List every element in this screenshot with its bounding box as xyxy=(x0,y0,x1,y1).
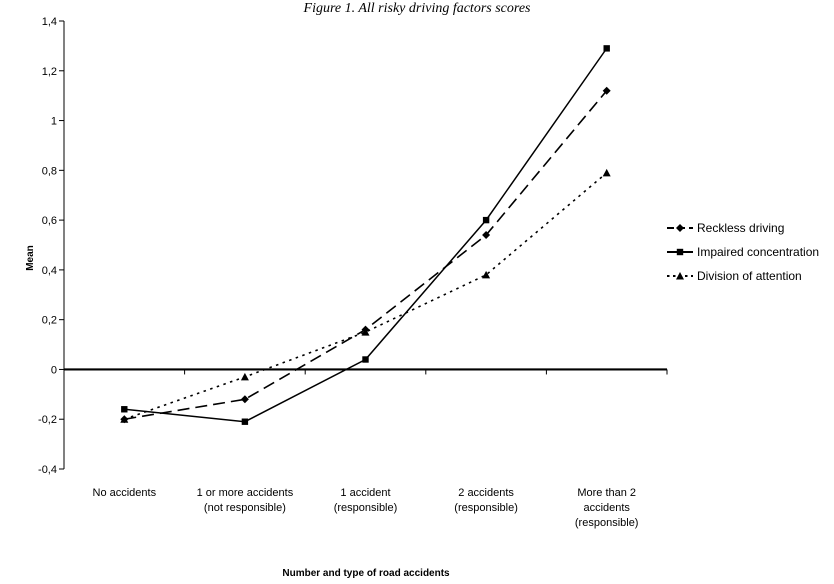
x-category-label: 2 accidents (responsible) xyxy=(454,487,518,514)
series-0 xyxy=(120,86,611,424)
data-point xyxy=(602,168,611,177)
legend-item: Reckless driving xyxy=(667,221,784,235)
axes: -0,4 -0,2 0 0,2 0,4 0,6 0,8 1 1,2 1,4 No accidents… xyxy=(38,16,668,529)
y-tick-label: -0,2 xyxy=(38,414,57,426)
y-tick-label: 0,4 xyxy=(42,265,57,277)
data-point xyxy=(482,270,491,279)
legend-label: Division of attention xyxy=(697,269,802,283)
legend-item: Division of attention xyxy=(667,269,802,283)
legend-marker xyxy=(676,248,684,256)
data-point xyxy=(362,356,369,363)
legend-marker xyxy=(676,272,684,280)
x-category-label: No accidents xyxy=(93,487,157,499)
data-point xyxy=(241,418,249,425)
y-tick-label: 0 xyxy=(51,364,57,376)
data-point xyxy=(602,86,611,95)
legend-label: Impaired concentration xyxy=(697,245,819,259)
series-2 xyxy=(120,168,611,423)
data-point xyxy=(121,406,128,413)
y-tick-label: 1 xyxy=(51,116,57,128)
data-point xyxy=(120,415,129,423)
series-line xyxy=(124,47,608,423)
y-tick-label: -0,4 xyxy=(38,464,57,476)
series-1 xyxy=(121,45,610,425)
series-layer xyxy=(120,45,611,425)
x-category-label: 1 or more accidents (not responsible) xyxy=(197,487,294,514)
data-point xyxy=(603,45,610,52)
legend-label: Reckless driving xyxy=(697,221,784,235)
y-tick-label: 1,2 xyxy=(42,66,57,78)
y-tick-label: 0,8 xyxy=(42,165,57,177)
legend-marker xyxy=(676,224,684,232)
x-category-label: 1 accident (responsible) xyxy=(334,487,398,514)
data-point xyxy=(482,231,491,240)
x-category-label: More than 2 accidents (responsible) xyxy=(575,487,639,529)
data-point xyxy=(482,216,490,224)
data-point xyxy=(240,372,249,381)
y-tick-label: 1,4 xyxy=(42,16,57,28)
data-point xyxy=(240,395,249,404)
y-tick-label: 0,2 xyxy=(42,315,57,327)
legend: Reckless driving Impaired concentration Di… xyxy=(667,221,819,283)
data-point xyxy=(361,328,370,336)
legend-item: Impaired concentration xyxy=(667,245,819,259)
y-tick-label: 0,6 xyxy=(42,215,57,227)
x-axis-title: Number and type of road accidents xyxy=(282,568,450,579)
y-axis-title: Mean xyxy=(25,245,36,271)
chart-title: Figure 1. All risky driving factors scor… xyxy=(303,1,532,16)
series-line xyxy=(124,172,608,420)
